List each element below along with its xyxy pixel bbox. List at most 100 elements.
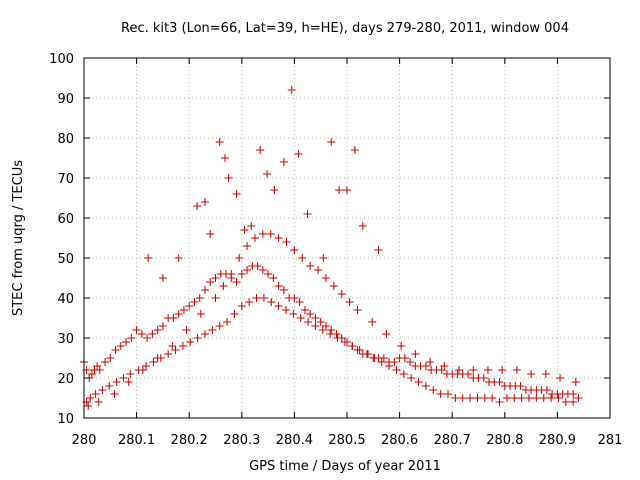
data-point [318,326,327,334]
data-point [483,366,492,374]
data-point [287,86,296,94]
data-point [463,370,472,378]
data-point [458,394,467,402]
data-point [498,366,507,374]
data-point [370,354,379,362]
x-tick-label: 280 [72,433,97,448]
data-point [358,222,367,230]
data-point [237,270,246,278]
data-point [174,310,183,318]
data-point [421,362,430,370]
data-point [258,230,267,238]
data-point [397,342,406,350]
data-point [306,310,315,318]
chart-title: Rec. kit3 (Lon=66, Lat=39, h=HE), days 2… [121,21,569,36]
x-tick-label: 280.4 [276,433,313,448]
data-point [200,198,209,206]
data-point [532,394,541,402]
data-point [406,358,415,366]
data-point [554,394,563,402]
data-point [158,274,167,282]
data-point [300,306,309,314]
data-point [223,318,232,326]
data-point [158,322,167,330]
data-point [368,318,377,326]
data-point [290,246,299,254]
data-point [206,230,215,238]
data-point [153,326,162,334]
data-point [290,294,299,302]
data-point [326,330,335,338]
data-point [353,306,362,314]
data-point [390,358,399,366]
grid-lines [84,58,610,418]
data-point [124,378,133,386]
data-point [195,294,204,302]
data-point [512,366,521,374]
data-point [227,270,236,278]
data-point [296,314,305,322]
data-point [392,366,401,374]
data-point [274,234,283,242]
y-tick-label: 10 [57,412,74,427]
data-point [355,346,364,354]
data-point [148,330,157,338]
data-point [411,350,420,358]
data-point [329,282,338,290]
data-point [219,282,228,290]
data-point [517,394,526,402]
data-point [243,266,252,274]
data-point [524,394,533,402]
data-point [200,330,209,338]
data-point [196,310,205,318]
data-point [480,394,489,402]
y-tick-label: 80 [57,132,74,147]
data-point [174,254,183,262]
x-tick-label: 280.6 [381,433,418,448]
data-point [295,298,304,306]
data-point [327,138,336,146]
data-point [306,262,315,270]
x-tick-label: 280.8 [486,433,523,448]
data-point [294,150,303,158]
data-point [240,226,249,234]
data-point [429,386,438,394]
y-tick-label: 40 [57,292,74,307]
data-point [335,186,344,194]
data-point [235,254,244,262]
data-point [144,254,153,262]
data-point [252,294,261,302]
data-point [400,354,409,362]
data-point [574,394,583,402]
data-point [94,398,103,406]
data-point [527,370,536,378]
data-point [327,326,336,334]
data-point [263,170,272,178]
data-point [193,334,202,342]
data-point [282,238,291,246]
data-point [95,366,104,374]
data-point [122,338,131,346]
data-point [455,366,464,374]
data-point [215,322,224,330]
data-point [298,254,307,262]
data-point [110,390,119,398]
x-tick-label: 280.1 [118,433,155,448]
data-point [193,202,202,210]
data-point [314,266,323,274]
data-point [542,386,551,394]
data-point [178,342,187,350]
data-point [382,330,391,338]
data-point [84,402,93,410]
data-point [211,274,220,282]
data-point [473,394,482,402]
data-point [340,338,349,346]
data-point [407,374,416,382]
y-tick-label: 60 [57,212,74,227]
data-point [541,370,550,378]
data-point [385,362,394,370]
x-tick-label: 280.9 [539,433,576,448]
data-point [488,394,497,402]
data-point [127,334,136,342]
